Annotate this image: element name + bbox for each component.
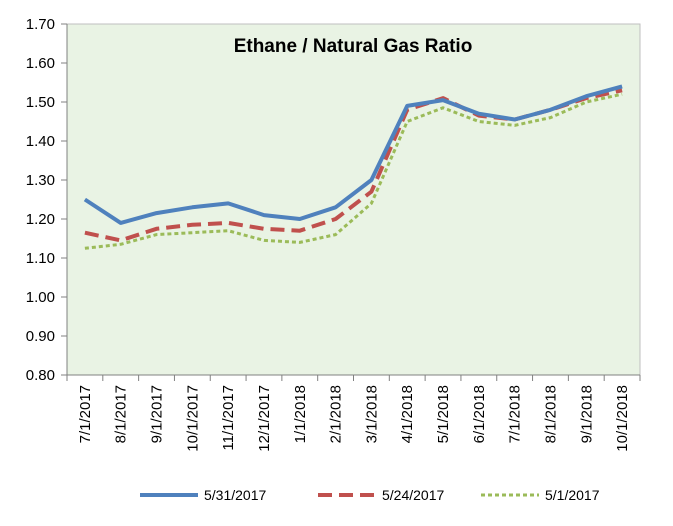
x-axis: 7/1/2017 8/1/2017 9/1/2017 10/1/2017 11/1/20… <box>66 374 641 452</box>
y-tick-label: 1.40 <box>26 133 55 150</box>
x-tick-label: 3/1/2018 <box>363 385 380 443</box>
x-tick-label: 8/1/2018 <box>542 385 559 443</box>
chart-title: Ethane / Natural Gas Ratio <box>234 36 473 57</box>
series-layer <box>83 84 623 250</box>
x-tick-label: 9/1/2018 <box>578 385 595 443</box>
x-tick-label: 7/1/2017 <box>77 385 94 443</box>
y-tick-label: 1.30 <box>26 172 55 189</box>
legend: 5/31/2017 5/24/2017 5/1/2017 <box>140 487 600 503</box>
x-tick-label: 4/1/2018 <box>399 385 416 443</box>
series-line-5-31-2017 <box>83 84 623 225</box>
x-tick-label: 1/1/2018 <box>292 385 309 443</box>
x-tick-label: 8/1/2017 <box>113 385 130 443</box>
legend-label: 5/31/2017 <box>204 487 266 503</box>
x-tick-label: 10/1/2018 <box>614 385 631 452</box>
legend-label: 5/1/2017 <box>545 487 600 503</box>
y-axis: 0.80 0.90 1.00 1.10 1.20 1.30 1.40 1.50 1.60 1.70 <box>26 16 68 384</box>
y-tick-label: 1.10 <box>26 250 55 267</box>
y-tick-label: 1.60 <box>26 55 55 72</box>
series-line-5-1-2017 <box>84 92 623 250</box>
x-tick-label: 12/1/2017 <box>256 385 273 452</box>
y-tick-label: 1.20 <box>26 211 55 228</box>
legend-label: 5/24/2017 <box>382 487 444 503</box>
x-tick-label: 11/1/2017 <box>220 385 237 451</box>
series-line-5-24-2017 <box>84 88 623 243</box>
x-tick-label: 5/1/2018 <box>435 385 452 443</box>
y-tick-label: 1.00 <box>26 289 55 306</box>
y-tick-label: 0.90 <box>26 328 55 345</box>
y-tick-label: 0.80 <box>26 367 55 384</box>
x-tick-label: 10/1/2017 <box>184 385 201 452</box>
x-tick-label: 2/1/2018 <box>328 385 345 443</box>
y-tick-label: 1.70 <box>26 16 55 33</box>
x-tick-label: 9/1/2017 <box>149 385 166 443</box>
x-tick-label: 6/1/2018 <box>471 385 488 443</box>
plot-area <box>66 23 641 376</box>
y-tick-label: 1.50 <box>26 94 55 111</box>
x-tick-label: 7/1/2018 <box>507 385 524 443</box>
